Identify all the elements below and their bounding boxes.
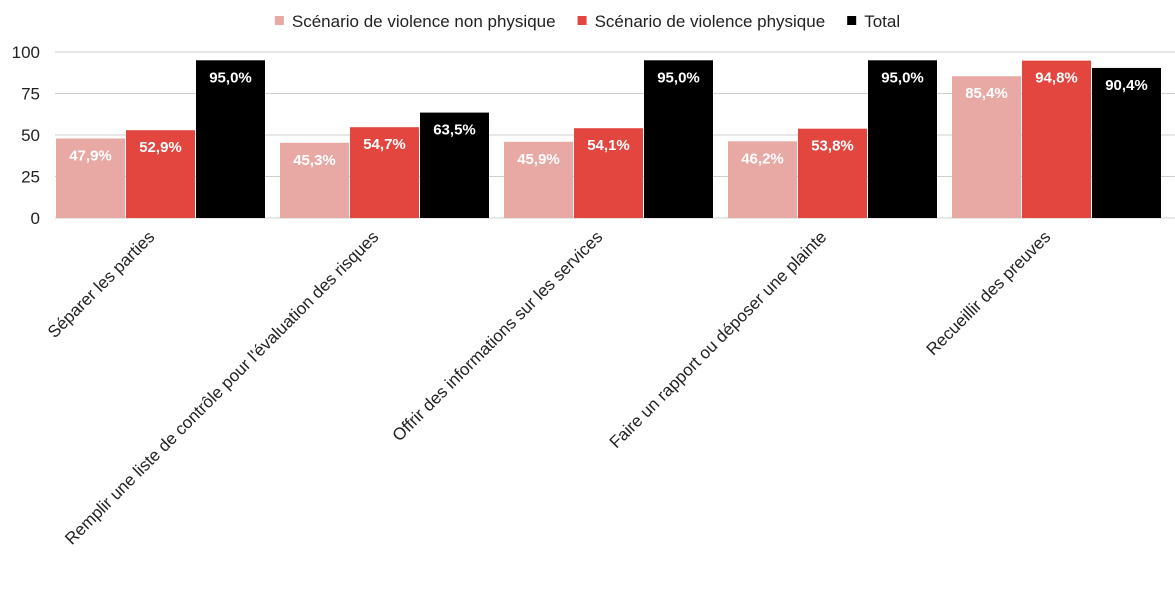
bar bbox=[280, 142, 349, 218]
bar bbox=[56, 138, 125, 218]
bar bbox=[504, 141, 573, 218]
data-label: 47,9% bbox=[69, 147, 112, 164]
data-label: 53,8% bbox=[811, 138, 854, 155]
bar bbox=[196, 60, 265, 218]
data-label: 54,1% bbox=[587, 137, 630, 154]
data-label: 54,7% bbox=[363, 136, 406, 153]
bar bbox=[644, 60, 713, 218]
bar bbox=[728, 141, 797, 218]
data-label: 45,9% bbox=[517, 151, 560, 168]
bar bbox=[350, 127, 419, 218]
y-tick-label: 50 bbox=[21, 126, 40, 145]
category-label: Faire un rapport ou déposer une plainte bbox=[606, 227, 831, 452]
y-tick-label: 0 bbox=[31, 209, 40, 228]
data-label: 95,0% bbox=[881, 69, 924, 86]
legend-label: Total bbox=[864, 12, 900, 31]
bar bbox=[1022, 60, 1091, 218]
legend-label: Scénario de violence physique bbox=[595, 12, 826, 31]
bar bbox=[574, 128, 643, 218]
legend-swatch bbox=[847, 16, 857, 25]
bar bbox=[1092, 67, 1161, 218]
data-label: 95,0% bbox=[209, 69, 252, 86]
data-labels: 47,9% 52,9% 95,0% 45,3% 54,7% 63,5% 45,9% 54,1%… bbox=[69, 69, 1148, 169]
data-label: 94,8% bbox=[1035, 70, 1078, 87]
legend-label: Scénario de violence non physique bbox=[292, 12, 556, 31]
legend-item: Total bbox=[847, 12, 900, 31]
bar bbox=[868, 60, 937, 218]
data-label: 45,3% bbox=[293, 152, 336, 169]
bars bbox=[56, 60, 1161, 219]
legend-swatch bbox=[274, 16, 284, 25]
category-label: Recueillir des preuves bbox=[923, 227, 1055, 359]
legend: Scénario de violence non physique Scénari… bbox=[274, 12, 900, 31]
y-tick-label: 100 bbox=[12, 43, 40, 62]
data-label: 95,0% bbox=[657, 69, 700, 86]
y-tick-label: 25 bbox=[21, 168, 40, 187]
legend-item: Scénario de violence non physique bbox=[274, 12, 556, 31]
bar bbox=[126, 130, 195, 218]
data-label: 46,2% bbox=[741, 150, 784, 167]
data-label: 90,4% bbox=[1105, 77, 1148, 94]
y-axis-ticks: 0 25 50 75 100 bbox=[12, 43, 40, 228]
legend-item: Scénario de violence physique bbox=[577, 12, 826, 31]
data-label: 85,4% bbox=[965, 85, 1008, 102]
data-label: 63,5% bbox=[433, 122, 476, 139]
bar bbox=[420, 112, 489, 218]
category-label: Séparer les parties bbox=[44, 227, 158, 341]
legend-swatch bbox=[577, 16, 587, 25]
y-tick-label: 75 bbox=[21, 85, 40, 104]
bar bbox=[798, 128, 867, 218]
data-label: 52,9% bbox=[139, 139, 182, 156]
category-label: Offrir des informations sur les services bbox=[389, 227, 607, 445]
bar bbox=[952, 76, 1021, 219]
